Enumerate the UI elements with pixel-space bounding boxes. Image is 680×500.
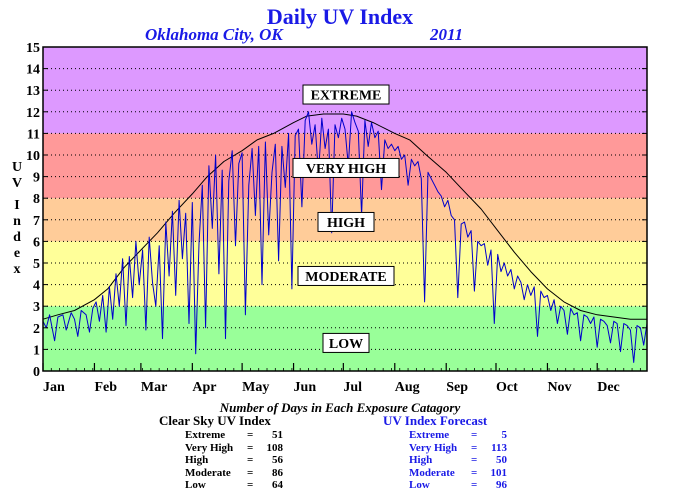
y-axis-label-char: e (13, 246, 21, 261)
band-label-box (297, 265, 395, 286)
stats-label: Low (409, 479, 430, 491)
band-label-very-high: VERY HIGH (292, 157, 400, 178)
stats-row: Moderate = 101 (409, 466, 508, 479)
y-axis-label-char: n (13, 214, 21, 229)
stats-value: 113 (491, 441, 507, 454)
y-tick-label: 14 (26, 63, 40, 78)
y-axis-label-char: x (13, 262, 21, 277)
y-tick-label: 8 (33, 192, 40, 207)
x-tick-label: Aug (395, 380, 420, 395)
stats-label: Extreme (409, 429, 450, 441)
stats-label: Low (185, 479, 206, 491)
stats-row: Extreme = 5 (409, 429, 508, 441)
x-tick-label: Nov (547, 380, 571, 395)
y-tick-label: 9 (33, 171, 40, 186)
x-tick-label: Apr (192, 380, 216, 395)
y-tick-label: 13 (26, 84, 40, 99)
chart-title: Daily UV Index (266, 4, 414, 29)
stats-value: 64 (272, 479, 283, 491)
stats-label: Very High (185, 441, 234, 454)
y-axis-label-char: I (14, 198, 20, 213)
x-tick-label: Jan (43, 380, 65, 395)
stats-row: Very High = 108 (185, 441, 284, 454)
stats-row: Low = 96 (409, 479, 507, 491)
forecast-title: UV Index Forecast (383, 413, 488, 428)
stats-row: Low = 64 (185, 479, 283, 491)
y-tick-label: 15 (26, 41, 40, 56)
y-axis-label-char: V (11, 176, 23, 191)
stats-row: Moderate = 86 (185, 466, 283, 479)
y-axis-label-char: U (11, 160, 23, 175)
band-label-text: MODERATE (305, 270, 386, 285)
stats-value: 5 (501, 429, 508, 441)
band-label-text: LOW (329, 337, 363, 352)
y-tick-label: 5 (33, 257, 40, 272)
stats-label: Moderate (409, 466, 455, 479)
stats-value: 96 (496, 479, 507, 491)
band-label-low: LOW (322, 332, 370, 353)
band-label-box (302, 84, 390, 105)
stats-label: Extreme (185, 429, 226, 441)
stats-value: 101 (490, 466, 508, 479)
band-label-box (317, 211, 375, 232)
band-label-high: HIGH (317, 211, 375, 232)
x-tick-label: Jul (343, 380, 362, 395)
y-tick-label: 1 (33, 343, 40, 358)
stats-row: High = 50 (409, 454, 507, 466)
y-tick-label: 12 (26, 106, 40, 121)
stats-value: 51 (272, 429, 283, 441)
stats-value: 108 (266, 441, 284, 454)
x-tick-label: Sep (446, 380, 468, 395)
plot-frame (42, 46, 648, 372)
y-tick-label: 7 (33, 214, 40, 229)
stats-label: Very High (409, 441, 458, 454)
x-tick-label: Mar (141, 380, 167, 395)
y-tick-label: 6 (33, 235, 40, 250)
band-label-extreme: EXTREME (302, 84, 390, 105)
band-label-text: EXTREME (311, 89, 382, 104)
y-axis-label: U V I n d e x (10, 160, 24, 278)
y-tick-label: 3 (33, 300, 40, 315)
exposure-days-title: Number of Days in Each Exposure Catagory (219, 400, 461, 415)
band-label-moderate: MODERATE (297, 265, 395, 286)
location-label: Oklahoma City, OK (145, 25, 283, 44)
stats-row: Very High = 113 (409, 441, 507, 454)
y-tick-label: 10 (26, 149, 40, 164)
stats-label: High (409, 454, 433, 466)
y-tick-label: 2 (33, 322, 40, 337)
x-tick-label: Dec (597, 380, 620, 395)
band-label-text: HIGH (327, 216, 365, 231)
x-tick-label: Jun (294, 380, 317, 395)
band-label-text: VERY HIGH (306, 162, 386, 177)
year-label: 2011 (430, 25, 464, 44)
band-label-box (322, 332, 370, 353)
x-tick-label: Oct (496, 380, 518, 395)
stats-value: 56 (272, 454, 283, 466)
x-tick-label: May (242, 380, 269, 395)
clear-sky-title: Clear Sky UV Index (159, 413, 271, 428)
y-tick-label: 0 (33, 365, 40, 380)
y-tick-label: 4 (33, 279, 40, 294)
stats-label: High (185, 454, 209, 466)
stats-value: 86 (272, 466, 283, 479)
clear-sky-line (42, 113, 647, 320)
stats-row: Extreme = 51 (185, 429, 283, 441)
stats-row: High = 56 (185, 454, 283, 466)
y-axis-label-char: d (13, 230, 21, 245)
clear-sky-stats: Clear Sky UV Index Extreme = 51 Very High =… (159, 413, 284, 492)
forecast-stats: UV Index Forecast Extreme = 5 Very High = 11… (383, 413, 508, 492)
y-tick-label: 11 (27, 127, 40, 142)
x-tick-label: Feb (94, 380, 117, 395)
band-label-box (292, 157, 400, 178)
stats-label: Moderate (185, 466, 231, 479)
stats-value: 50 (496, 454, 507, 466)
